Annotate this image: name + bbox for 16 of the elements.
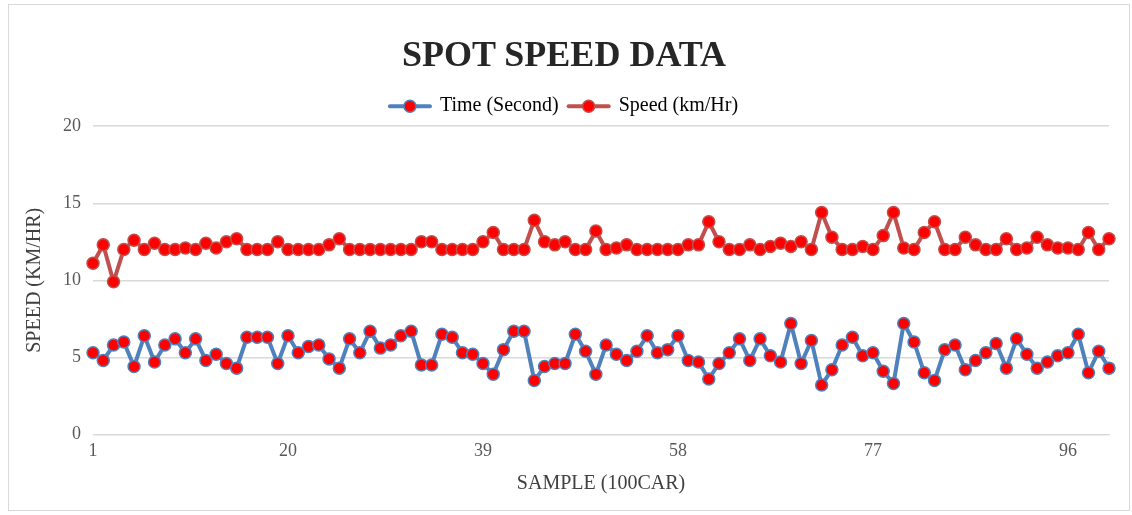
x-tick-label: 96	[1058, 439, 1077, 460]
x-tick-label: 20	[278, 439, 297, 460]
x-axis-title: SAMPLE (100CAR)	[516, 471, 686, 495]
x-tick-label: 58	[668, 439, 687, 460]
y-tick-label: 5	[72, 346, 81, 367]
y-tick-label: 15	[63, 191, 81, 212]
legend-label: Speed (km/Hr)	[618, 93, 739, 117]
y-tick-label: 20	[63, 114, 81, 135]
y-tick-label: 0	[72, 423, 81, 444]
x-tick-label: 1	[88, 439, 98, 460]
chart-title: SPOT SPEED DATA	[401, 33, 727, 74]
y-axis-title: SPEED (KM/HR)	[22, 207, 46, 353]
x-tick-label: 39	[473, 439, 492, 460]
y-tick-label: 10	[63, 269, 81, 290]
x-tick-label: 77	[863, 439, 882, 460]
legend-label: Time (Second)	[439, 93, 559, 117]
